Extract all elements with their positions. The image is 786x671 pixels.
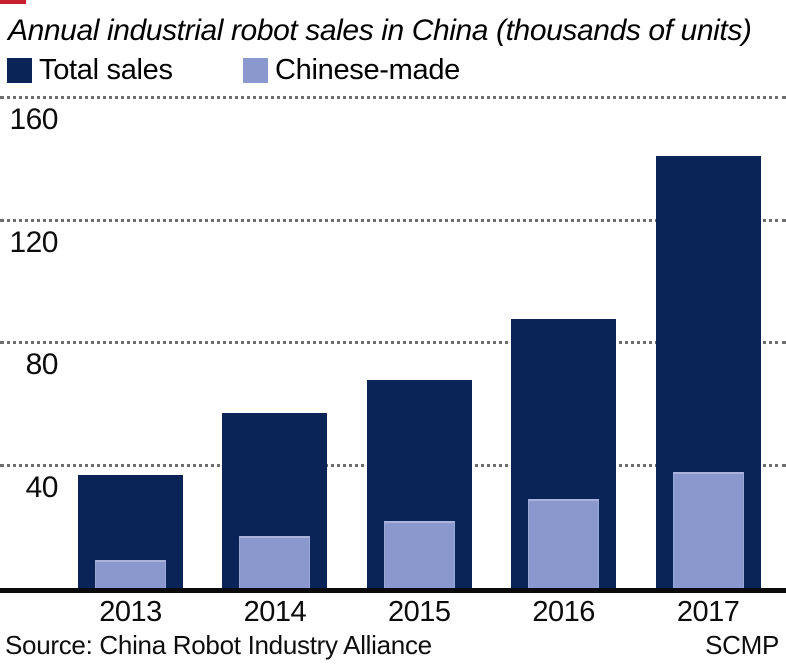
x-axis-line	[0, 588, 786, 593]
gridline-120	[0, 218, 786, 222]
y-tick-label-160: 160	[9, 103, 58, 136]
bar-chinese-made-2016	[528, 499, 600, 588]
x-tick-label-2014: 2014	[243, 596, 307, 628]
red-accent-dash	[0, 0, 26, 4]
x-tick-label-2015: 2015	[388, 596, 451, 628]
legend-item-chinese-made: Chinese-made	[243, 54, 460, 86]
bar-chinese-made-2014	[239, 535, 311, 588]
gridline-80	[0, 341, 786, 344]
legend-label-chinese-made: Chinese-made	[275, 54, 460, 86]
chart-title: Annual industrial robot sales in China (…	[8, 14, 752, 47]
x-tick-label-2017: 2017	[676, 596, 740, 628]
x-tick-label-2013: 2013	[99, 596, 162, 628]
legend-swatch-chinese-made	[243, 57, 268, 83]
y-tick-label-120: 120	[9, 225, 58, 259]
source-text: Source: China Robot Industry Alliance	[5, 630, 432, 660]
y-tick-label-40: 40	[25, 470, 59, 504]
y-tick-label-80: 80	[25, 348, 59, 381]
x-tick-label-2016: 2016	[532, 596, 595, 628]
legend-item-total-sales: Total sales	[7, 54, 173, 86]
legend-swatch-total-sales	[7, 57, 32, 83]
bar-chinese-made-2017	[672, 471, 744, 588]
bar-chinese-made-2015	[383, 520, 455, 588]
gridline-160	[0, 96, 786, 99]
legend-label-total-sales: Total sales	[39, 54, 173, 86]
bar-chinese-made-2013	[95, 560, 166, 588]
credit-text: SCMP	[705, 630, 779, 660]
